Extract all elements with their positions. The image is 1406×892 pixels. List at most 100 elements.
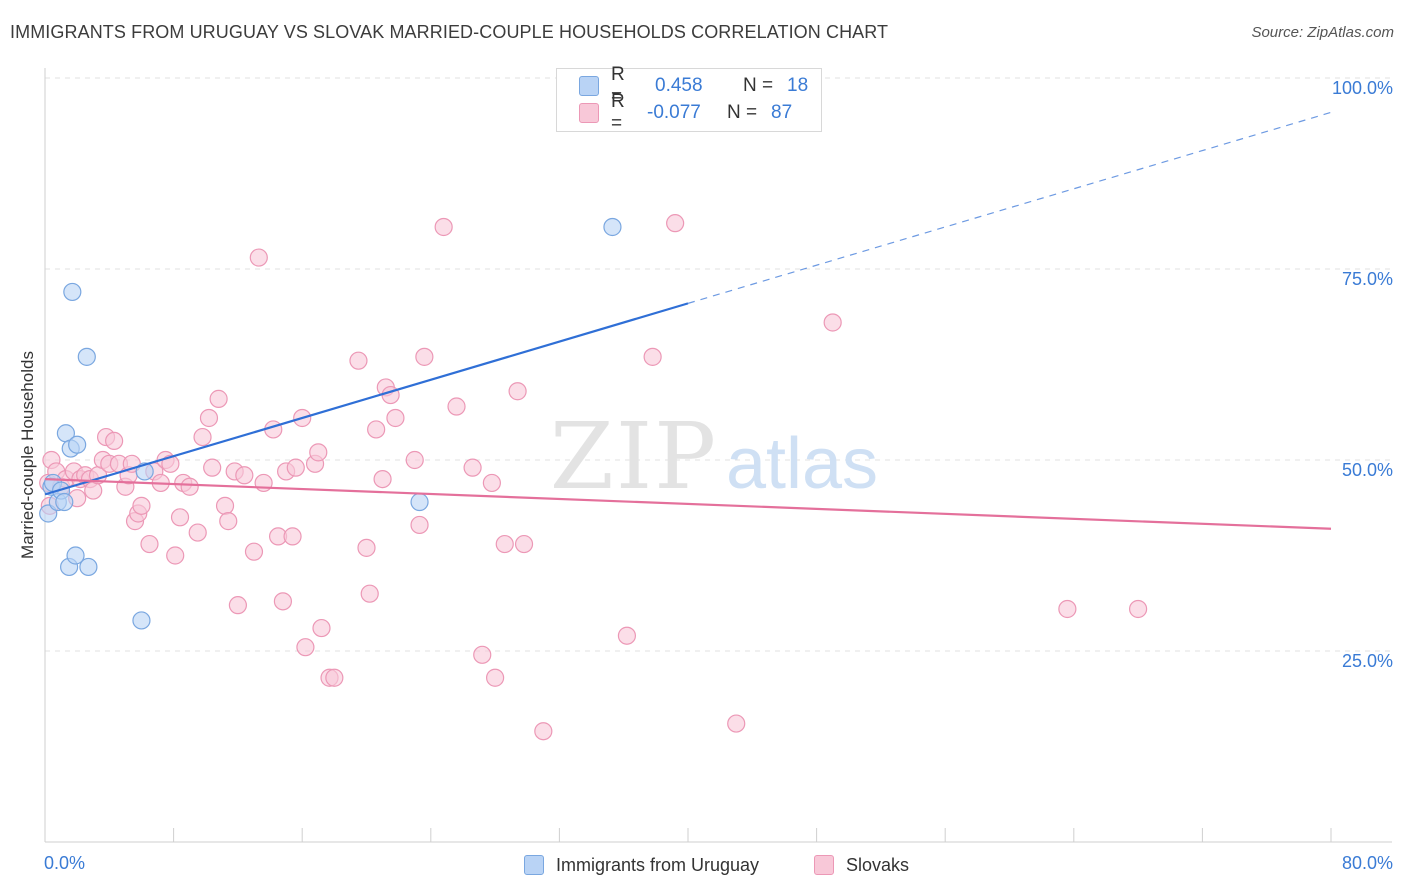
- watermark-zip: ZIP: [550, 403, 718, 510]
- data-point: [386, 408, 405, 428]
- data-point: [235, 466, 254, 485]
- data-point: [273, 592, 293, 611]
- data-point: [180, 477, 199, 496]
- data-point: [79, 557, 98, 577]
- legend-swatch-slovaks: [579, 103, 599, 123]
- data-point: [349, 351, 368, 370]
- data-point: [482, 473, 501, 493]
- data-point: [132, 496, 151, 515]
- bottom-legend-swatch-uruguay: [524, 855, 544, 875]
- data-point: [514, 534, 534, 554]
- trend-line-slovaks: [44, 478, 1332, 530]
- data-point: [132, 611, 151, 630]
- data-point: [219, 512, 238, 531]
- watermark-atlas: atlas: [726, 424, 878, 504]
- data-point: [296, 638, 315, 657]
- y-tick-labels: 25.0% 50.0% 75.0% 100.0%: [1332, 78, 1393, 671]
- data-point: [84, 481, 103, 500]
- data-point: [410, 515, 429, 535]
- data-point: [193, 427, 212, 447]
- data-point: [140, 534, 159, 554]
- bottom-legend-uruguay: Immigrants from Uruguay: [524, 852, 759, 878]
- data-point: [617, 626, 637, 645]
- bottom-legend-label-slovaks: Slovaks: [846, 854, 910, 875]
- data-point: [312, 618, 331, 638]
- data-point: [463, 458, 482, 477]
- legend-n-label: N =: [743, 75, 774, 96]
- legend-swatch-uruguay: [579, 76, 599, 96]
- data-point: [495, 534, 514, 554]
- data-point: [410, 492, 429, 512]
- bottom-legend-slovaks: Slovaks: [814, 852, 909, 878]
- legend-r-value: 0.458: [655, 75, 703, 96]
- data-point: [228, 596, 247, 615]
- data-point: [534, 722, 553, 741]
- legend-n-value: 18: [787, 75, 809, 96]
- uruguay-points: [39, 217, 622, 630]
- data-point: [405, 450, 424, 470]
- data-point: [309, 443, 328, 462]
- data-point: [188, 523, 207, 542]
- x-tick-label: 80.0%: [1342, 853, 1393, 873]
- legend-row-slovaks: R = -0.077 N = 87: [579, 91, 793, 134]
- data-point: [727, 714, 746, 733]
- data-point: [643, 347, 662, 366]
- data-point: [68, 435, 87, 454]
- data-point: [473, 645, 492, 664]
- data-point: [360, 584, 379, 603]
- data-point: [434, 217, 453, 237]
- bottom-legend-swatch-slovaks: [814, 855, 834, 875]
- data-point: [1058, 599, 1077, 619]
- y-tick-label: 75.0%: [1342, 269, 1393, 289]
- x-tick-label: 0.0%: [44, 853, 85, 873]
- data-point: [367, 420, 386, 439]
- data-point: [325, 668, 344, 687]
- data-point: [373, 470, 392, 489]
- data-point: [66, 546, 85, 565]
- data-point: [1128, 599, 1148, 619]
- data-point: [203, 458, 222, 477]
- data-point: [215, 496, 235, 515]
- grid-lines: [45, 77, 1392, 652]
- legend-r-label: R =: [611, 91, 625, 134]
- source-label: Source: ZipAtlas.com: [1251, 24, 1394, 41]
- data-point: [209, 389, 228, 408]
- data-point: [161, 454, 180, 473]
- watermark: ZIP atlas: [550, 403, 878, 510]
- legend-r-label: R =: [611, 64, 625, 107]
- data-point: [170, 508, 190, 527]
- data-point: [166, 546, 185, 565]
- legend-n-value: 87: [771, 102, 793, 123]
- trend-lines: [44, 111, 1332, 530]
- correlation-legend: R = 0.458 N = 18 R = -0.077 N = 87: [556, 64, 822, 134]
- legend-r-value: -0.077: [647, 102, 701, 123]
- legend-n-label: N =: [727, 102, 758, 123]
- legend-row-uruguay: R = 0.458 N = 18: [579, 64, 809, 107]
- data-point: [666, 214, 685, 233]
- axes: [44, 68, 1392, 843]
- data-point: [199, 408, 219, 428]
- data-point: [447, 397, 466, 416]
- trend-line-uruguay-extension: [687, 111, 1332, 304]
- data-point: [55, 492, 74, 512]
- data-point: [244, 542, 264, 561]
- y-tick-label: 50.0%: [1342, 460, 1393, 480]
- data-point: [508, 382, 527, 401]
- x-tick-labels: 0.0% 80.0%: [44, 853, 1393, 873]
- data-point: [249, 248, 268, 267]
- data-point: [357, 538, 376, 557]
- y-tick-label: 25.0%: [1342, 651, 1393, 671]
- chart-title: IMMIGRANTS FROM URUGUAY VS SLOVAK MARRIE…: [10, 22, 889, 42]
- trend-line-uruguay: [44, 302, 689, 496]
- data-point: [823, 313, 842, 332]
- y-tick-label: 100.0%: [1332, 78, 1393, 98]
- data-point: [135, 462, 154, 481]
- data-point: [486, 668, 505, 687]
- bottom-legend-label-uruguay: Immigrants from Uruguay: [556, 854, 760, 875]
- data-point: [415, 347, 434, 366]
- data-point: [63, 282, 82, 302]
- data-point: [105, 431, 124, 450]
- data-point: [286, 458, 305, 477]
- data-point: [603, 217, 622, 237]
